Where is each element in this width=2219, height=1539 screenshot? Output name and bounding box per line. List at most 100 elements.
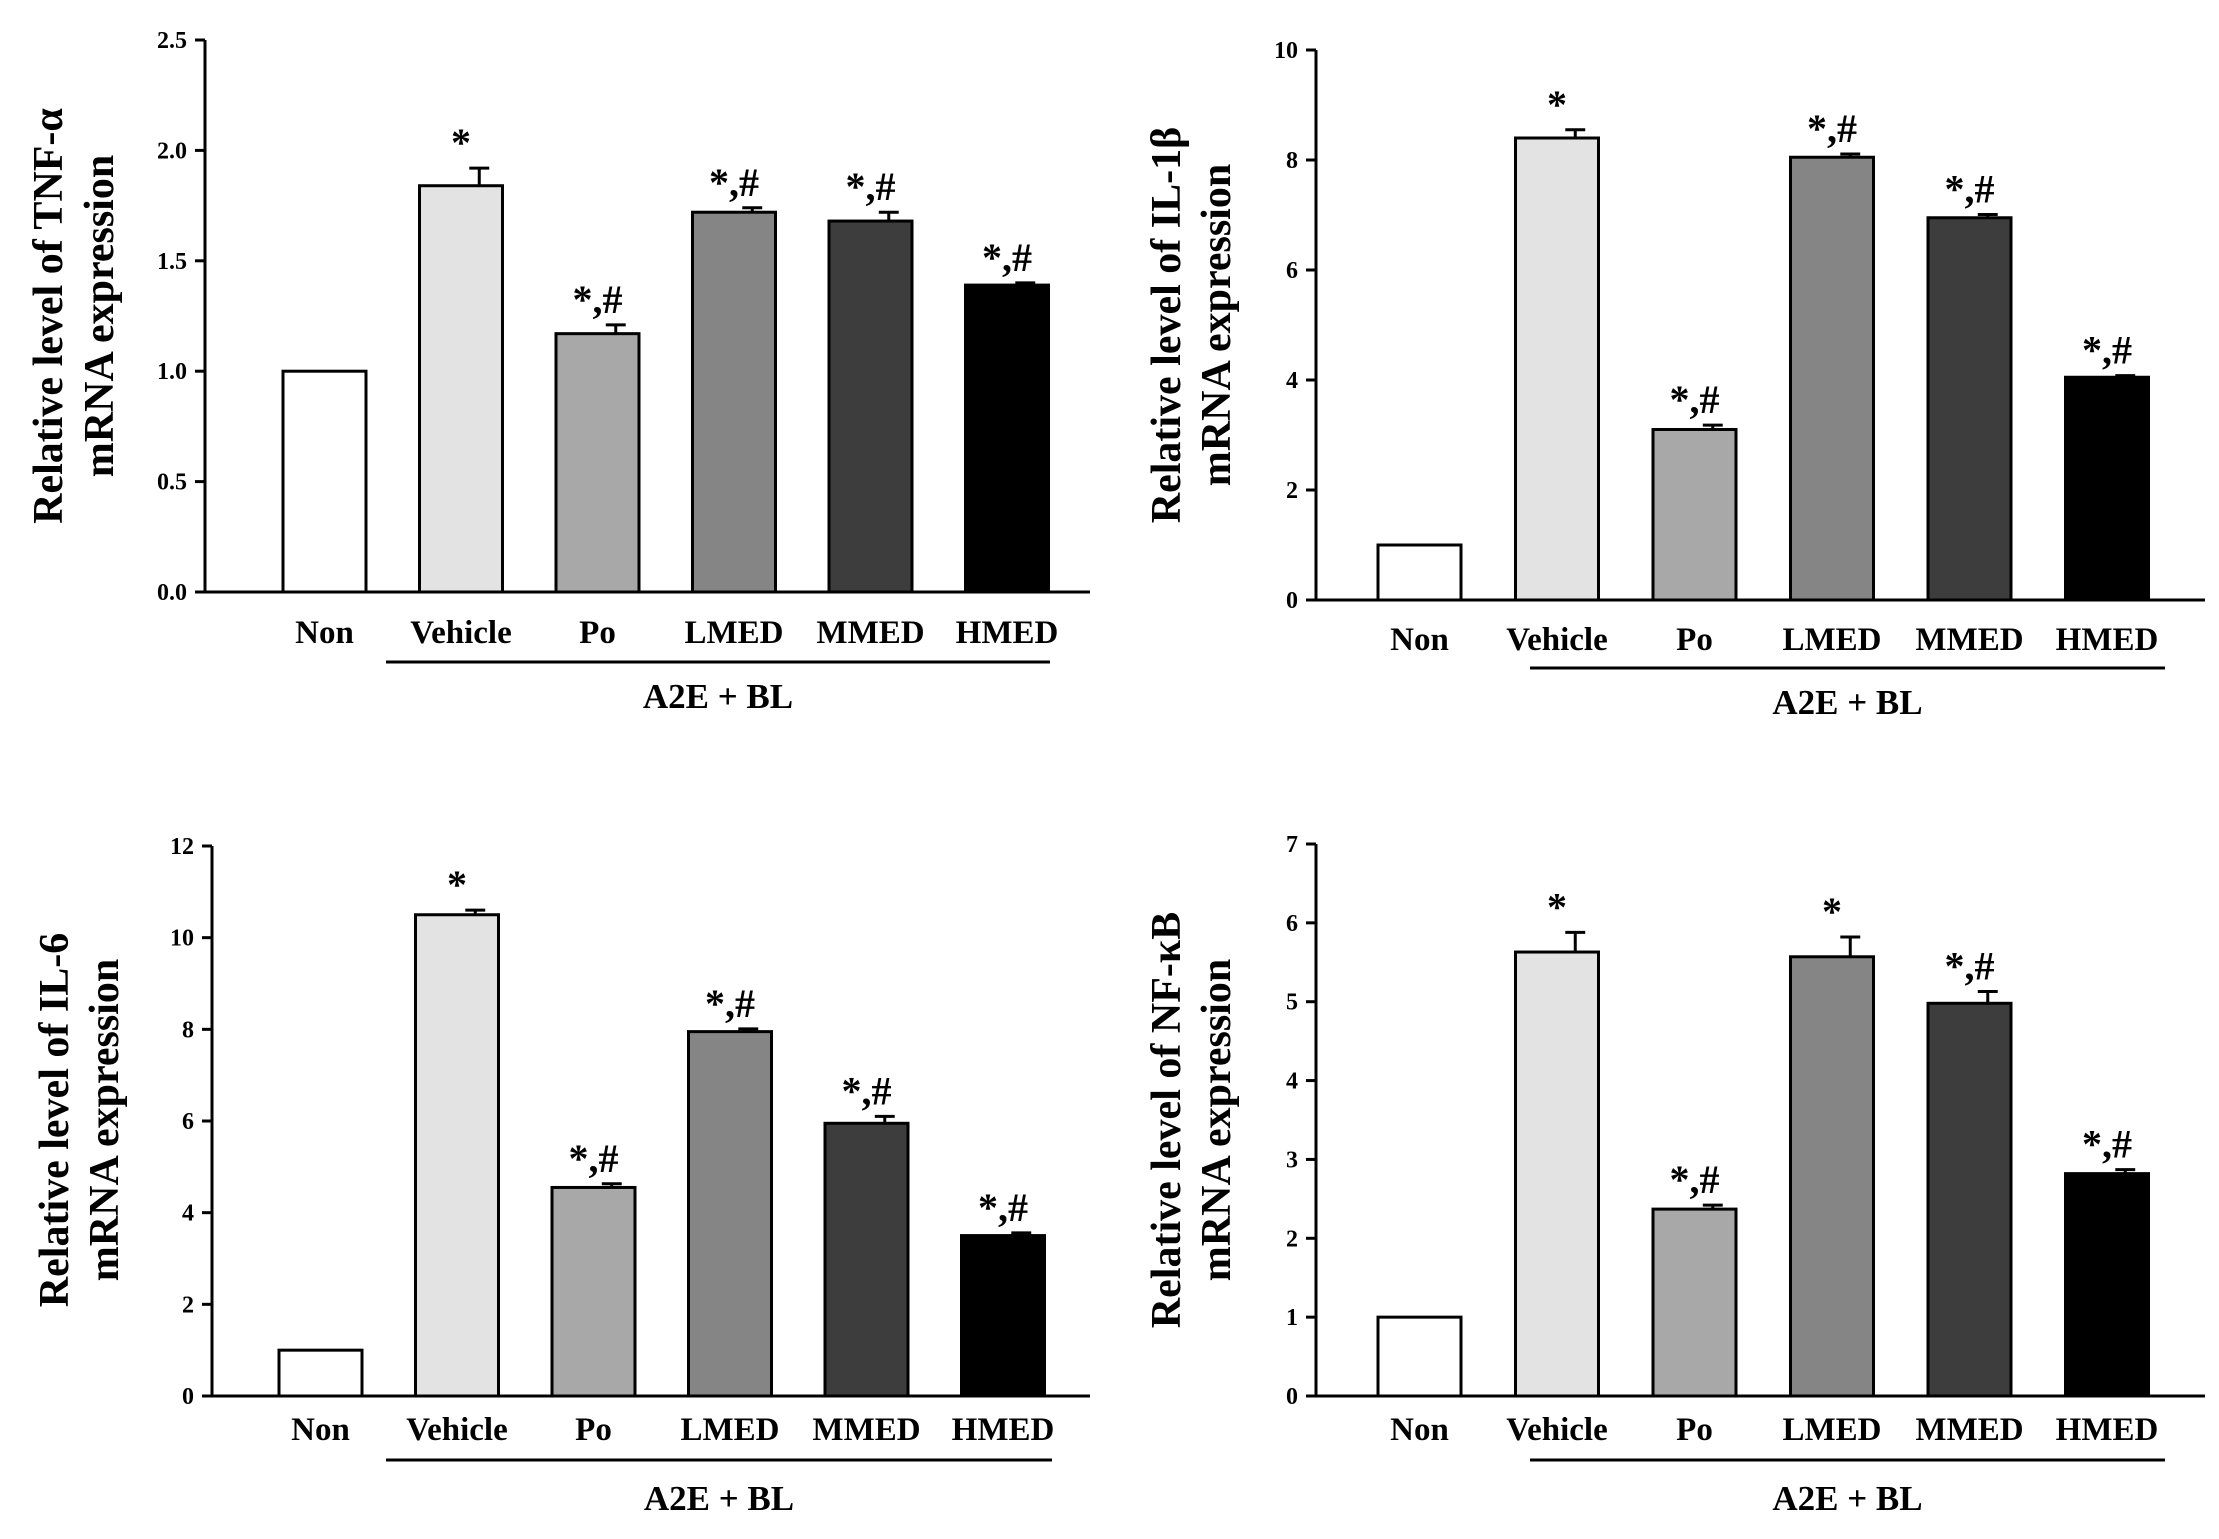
category-label: Non xyxy=(291,1412,350,1448)
y-tick-label: 4 xyxy=(1286,368,1298,394)
y-tick-label: 10 xyxy=(1274,38,1298,64)
category-label: HMED xyxy=(2056,1412,2159,1448)
y-axis-label-line2: mRNA expression xyxy=(1194,164,1240,486)
bar xyxy=(960,1234,1046,1398)
category-label: Po xyxy=(1676,1412,1713,1448)
bar xyxy=(691,210,777,594)
y-axis-label: Relative level of IL-1β xyxy=(1144,127,1190,524)
y-tick-label: 2 xyxy=(1286,478,1298,504)
significance-mark: * xyxy=(1822,889,1842,934)
significance-mark: *,# xyxy=(2082,328,2132,373)
bar xyxy=(964,283,1050,594)
y-tick-label: 1 xyxy=(1286,1305,1298,1331)
category-label: Po xyxy=(575,1412,612,1448)
significance-mark: *,# xyxy=(709,160,759,205)
bar xyxy=(277,1348,364,1398)
group-label: A2E + BL xyxy=(643,677,793,716)
category-label: MMED xyxy=(1915,622,2023,658)
y-tick-label: 0.0 xyxy=(157,580,187,606)
significance-mark: *,# xyxy=(1807,106,1857,151)
category-label: MMED xyxy=(812,1412,920,1448)
significance-mark: *,# xyxy=(982,235,1032,280)
category-label: HMED xyxy=(2056,622,2159,658)
y-tick-label: 4 xyxy=(182,1201,194,1227)
bar xyxy=(1651,428,1738,602)
category-label: LMED xyxy=(1783,622,1882,658)
significance-mark: *,# xyxy=(1670,377,1720,422)
category-label: Non xyxy=(295,615,354,651)
significance-mark: *,# xyxy=(1670,1157,1720,1202)
bar xyxy=(550,1185,637,1398)
category-label: HMED xyxy=(952,1412,1055,1448)
bar xyxy=(1789,955,1875,1398)
bar xyxy=(1926,216,2013,602)
bar xyxy=(1926,1001,2013,1398)
bar xyxy=(1514,136,1600,602)
category-label: Po xyxy=(579,615,616,651)
y-tick-label: 7 xyxy=(1286,832,1298,858)
category-label: LMED xyxy=(1783,1412,1882,1448)
bar xyxy=(687,1030,773,1398)
y-axis-label-line2: mRNA expression xyxy=(77,155,123,477)
significance-mark: *,# xyxy=(2082,1122,2132,1167)
group-label: A2E + BL xyxy=(644,1479,794,1518)
category-label: Vehicle xyxy=(410,615,511,651)
bar xyxy=(281,369,368,594)
y-tick-label: 0 xyxy=(1286,1384,1298,1410)
significance-mark: *,# xyxy=(569,1136,619,1181)
significance-mark: * xyxy=(447,862,467,907)
y-tick-label: 8 xyxy=(1286,148,1298,174)
category-label: LMED xyxy=(681,1412,780,1448)
chart-panel-4: 0 1 2 3 4 5 6 7 Relative level of NF-κB mRNA expr… xyxy=(1144,832,2205,1518)
bar xyxy=(1376,543,1463,602)
y-tick-label: 6 xyxy=(182,1109,194,1135)
bar xyxy=(1789,155,1875,602)
significance-mark: * xyxy=(1547,884,1567,929)
category-label: HMED xyxy=(956,615,1059,651)
y-tick-label: 8 xyxy=(182,1017,194,1043)
bar xyxy=(2064,1172,2150,1398)
y-tick-label: 5 xyxy=(1286,990,1298,1016)
bar xyxy=(1514,950,1600,1398)
chart-panel-3: 0 2 4 6 8 10 12 Relative level of IL-6 mRNA expr… xyxy=(32,834,1090,1518)
y-tick-label: 10 xyxy=(170,926,194,952)
significance-mark: * xyxy=(451,120,471,165)
y-axis-label: Relative level of NF-κB xyxy=(1144,912,1190,1328)
y-tick-label: 2 xyxy=(1286,1226,1298,1252)
group-label: A2E + BL xyxy=(1772,683,1922,722)
y-tick-label: 6 xyxy=(1286,911,1298,937)
bar xyxy=(823,1121,910,1398)
y-tick-label: 2 xyxy=(182,1292,194,1318)
category-label: Vehicle xyxy=(1506,622,1607,658)
y-tick-label: 2.5 xyxy=(157,28,187,54)
significance-mark: *,# xyxy=(1945,943,1995,988)
y-tick-label: 0 xyxy=(182,1384,194,1410)
y-tick-label: 2.0 xyxy=(157,138,187,164)
category-label: MMED xyxy=(1915,1412,2023,1448)
significance-mark: *,# xyxy=(705,981,755,1026)
category-label: Vehicle xyxy=(406,1412,507,1448)
y-tick-label: 1.5 xyxy=(157,249,187,275)
y-tick-label: 3 xyxy=(1286,1147,1298,1173)
y-axis-label-line2: mRNA expression xyxy=(82,959,128,1281)
chart-panel-2: 0 2 4 6 8 10 Relative level of IL-1β mRNA expre… xyxy=(1144,38,2205,722)
group-label: A2E + BL xyxy=(1772,1479,1922,1518)
category-label: MMED xyxy=(816,615,924,651)
y-axis-label: Relative level of TNF-α xyxy=(26,108,72,524)
significance-mark: *,# xyxy=(842,1068,892,1113)
significance-mark: *,# xyxy=(573,277,623,322)
y-axis-label-line2: mRNA expression xyxy=(1194,959,1240,1281)
bar xyxy=(554,332,641,594)
significance-mark: * xyxy=(1547,82,1567,127)
category-label: Po xyxy=(1676,622,1713,658)
category-label: LMED xyxy=(685,615,784,651)
category-label: Vehicle xyxy=(1506,1412,1607,1448)
y-tick-label: 12 xyxy=(170,834,194,860)
chart-panel-1: 0.0 0.5 1.0 1.5 2.0 2.5 Relative level of TNF-… xyxy=(26,28,1090,716)
y-tick-label: 0.5 xyxy=(157,470,187,496)
y-tick-label: 1.0 xyxy=(157,359,187,385)
y-axis-label: Relative level of IL-6 xyxy=(32,933,78,1307)
bar xyxy=(1376,1315,1463,1398)
y-tick-label: 0 xyxy=(1286,588,1298,614)
